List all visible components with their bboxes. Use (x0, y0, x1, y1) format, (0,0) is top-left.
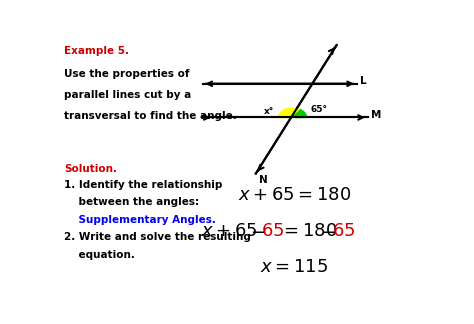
Text: transversal to find the angle.: transversal to find the angle. (64, 111, 237, 121)
Text: 1. Identify the relationship: 1. Identify the relationship (64, 180, 222, 190)
Text: $65$: $65$ (332, 222, 356, 240)
Wedge shape (292, 110, 307, 118)
Text: $\mathit{x}=115$: $\mathit{x}=115$ (260, 259, 328, 276)
Text: $\mathit{x}+65=180$: $\mathit{x}+65=180$ (238, 186, 351, 204)
Text: $\mathit{x}+65$: $\mathit{x}+65$ (201, 222, 257, 240)
Text: N: N (259, 175, 267, 185)
Text: Use the properties of: Use the properties of (64, 69, 190, 79)
Text: Example 5.: Example 5. (64, 46, 129, 56)
Text: L: L (360, 76, 367, 86)
Wedge shape (279, 108, 301, 118)
Text: parallel lines cut by a: parallel lines cut by a (64, 90, 191, 100)
Text: 65°: 65° (310, 106, 327, 114)
Text: $-$: $-$ (320, 222, 335, 240)
Text: 2. Write and solve the resulting: 2. Write and solve the resulting (64, 232, 251, 242)
Text: Supplementary Angles.: Supplementary Angles. (64, 215, 216, 225)
Text: $-$: $-$ (250, 222, 265, 240)
Text: Solution.: Solution. (64, 164, 117, 174)
Text: equation.: equation. (64, 250, 135, 260)
Text: M: M (372, 110, 382, 120)
Text: $65$: $65$ (261, 222, 284, 240)
Text: x°: x° (264, 107, 274, 116)
Text: between the angles:: between the angles: (64, 197, 199, 207)
Text: $=180$: $=180$ (280, 222, 337, 240)
